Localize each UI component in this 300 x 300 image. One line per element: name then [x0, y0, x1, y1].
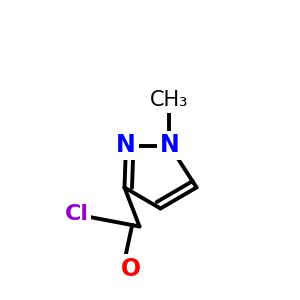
Text: Cl: Cl [64, 205, 88, 224]
Text: CH₃: CH₃ [150, 91, 189, 110]
Text: N: N [116, 134, 136, 158]
Text: O: O [120, 256, 141, 280]
Text: N: N [160, 134, 179, 158]
